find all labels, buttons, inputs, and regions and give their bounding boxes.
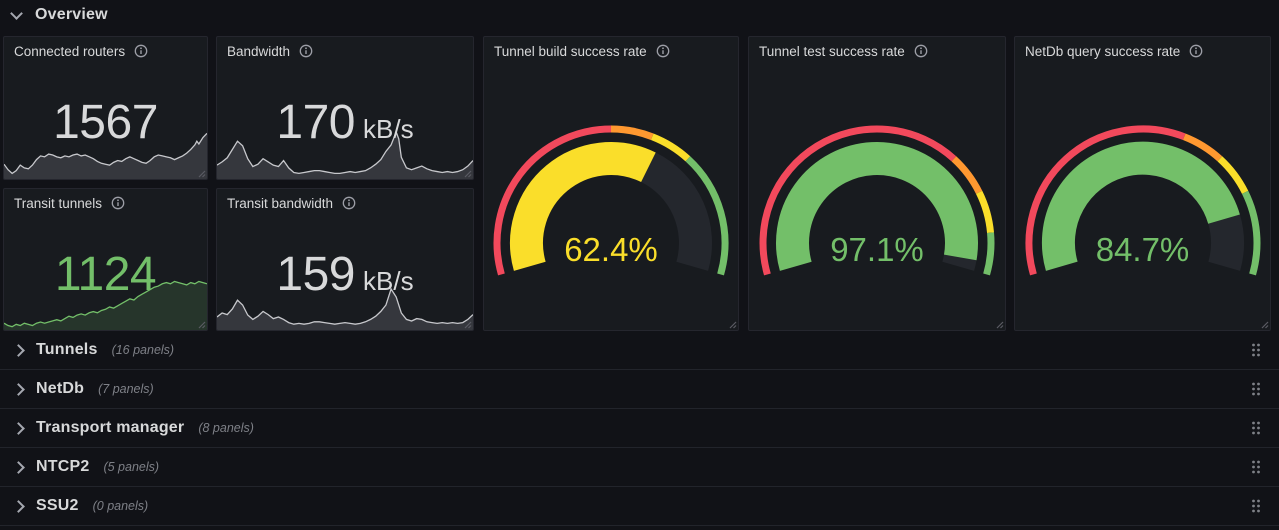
sparkline-chart [217,131,473,179]
row-panel-count: (8 panels) [198,421,254,435]
resize-handle-icon[interactable] [727,319,737,329]
resize-handle-icon[interactable] [1259,319,1269,329]
panel-netdb-query-success-rate: NetDb query success rate 84.7% [1014,36,1271,331]
info-icon[interactable] [342,196,356,210]
sparkline-chart [217,288,473,330]
drag-handle-icon[interactable] [1250,459,1262,475]
sparkline-chart [4,132,207,179]
drag-handle-icon[interactable] [1250,381,1262,397]
row-ntcp2[interactable]: NTCP2 (5 panels) [0,448,1279,487]
info-icon[interactable] [656,44,670,58]
stat-value: 159 kB/s [276,248,414,301]
gauge-value: 62.4% [564,231,658,268]
panel-title[interactable]: Bandwidth [227,43,291,59]
chevron-right-icon [12,499,25,513]
gauge-chart [759,125,995,276]
chevron-down-icon [10,6,23,20]
stat-value: 1567 [53,96,158,149]
panel-bandwidth: Bandwidth 170 kB/s [216,36,474,180]
panel-header: Tunnel build success rate [484,37,738,65]
sparkline-chart [4,280,207,330]
stat-value: 1124 [54,248,157,301]
row-transport-manager[interactable]: Transport manager (8 panels) [0,409,1279,448]
row-tunnels[interactable]: Tunnels (16 panels) [0,331,1279,370]
info-icon[interactable] [111,196,125,210]
info-icon[interactable] [299,44,313,58]
panel-transit-tunnels: Transit tunnels 1124 [3,188,208,331]
gauge-value: 97.1% [830,231,924,268]
resize-handle-icon[interactable] [196,319,206,329]
panel-header: Transit bandwidth [217,189,473,217]
panel-tunnel-test-success-rate: Tunnel test success rate 97.1% [748,36,1006,331]
gauge-chart [493,125,729,276]
resize-handle-icon[interactable] [994,319,1004,329]
panel-title[interactable]: Connected routers [14,43,126,59]
panel-header: Connected routers [4,37,207,65]
row-panel-count: (5 panels) [103,460,160,474]
panel-title[interactable]: NetDb query success rate [1025,43,1181,59]
info-icon[interactable] [134,44,148,58]
row-netdb[interactable]: NetDb (7 panels) [0,370,1279,409]
panel-title[interactable]: Transit bandwidth [227,195,334,211]
row-ssu2[interactable]: SSU2 (0 panels) [0,487,1279,526]
panel-header: NetDb query success rate [1015,37,1270,65]
stat-value: 170 kB/s [276,96,414,149]
row-panel-count: (16 panels) [111,343,175,357]
resize-handle-icon[interactable] [462,168,472,178]
panel-transit-bandwidth: Transit bandwidth 159 kB/s [216,188,474,331]
resize-handle-icon[interactable] [196,168,206,178]
info-icon[interactable] [1189,44,1203,58]
chevron-right-icon [12,343,25,357]
row-panel-count: (0 panels) [92,499,149,513]
drag-handle-icon[interactable] [1250,420,1262,436]
row-title: Transport manager [36,419,185,436]
chevron-right-icon [12,460,25,474]
row-title: NTCP2 [36,458,90,475]
panel-connected-routers: Connected routers 1567 [3,36,208,180]
panel-header: Transit tunnels [4,189,207,217]
gauge-value: 84.7% [1095,231,1190,268]
info-icon[interactable] [914,44,928,58]
panel-title[interactable]: Tunnel build success rate [494,43,647,59]
row-title: Tunnels [36,341,98,358]
panel-header: Tunnel test success rate [749,37,1005,65]
section-title: Overview [35,6,108,23]
panel-title[interactable]: Transit tunnels [14,195,103,211]
drag-handle-icon[interactable] [1250,498,1262,514]
gauge-chart [1025,125,1260,276]
resize-handle-icon[interactable] [462,319,472,329]
panel-tunnel-build-success-rate: Tunnel build success rate 62.4% [483,36,739,331]
panel-header: Bandwidth [217,37,473,65]
drag-handle-icon[interactable] [1250,342,1262,358]
chevron-right-icon [12,421,25,435]
chevron-right-icon [12,382,25,396]
collapsed-rows: Tunnels (16 panels) NetDb (7 panels) Tra… [0,331,1279,526]
row-title: NetDb [36,380,85,397]
row-header-overview[interactable]: Overview [0,0,1279,30]
panel-title[interactable]: Tunnel test success rate [759,43,905,59]
row-panel-count: (7 panels) [98,382,154,396]
row-title: SSU2 [36,497,79,514]
